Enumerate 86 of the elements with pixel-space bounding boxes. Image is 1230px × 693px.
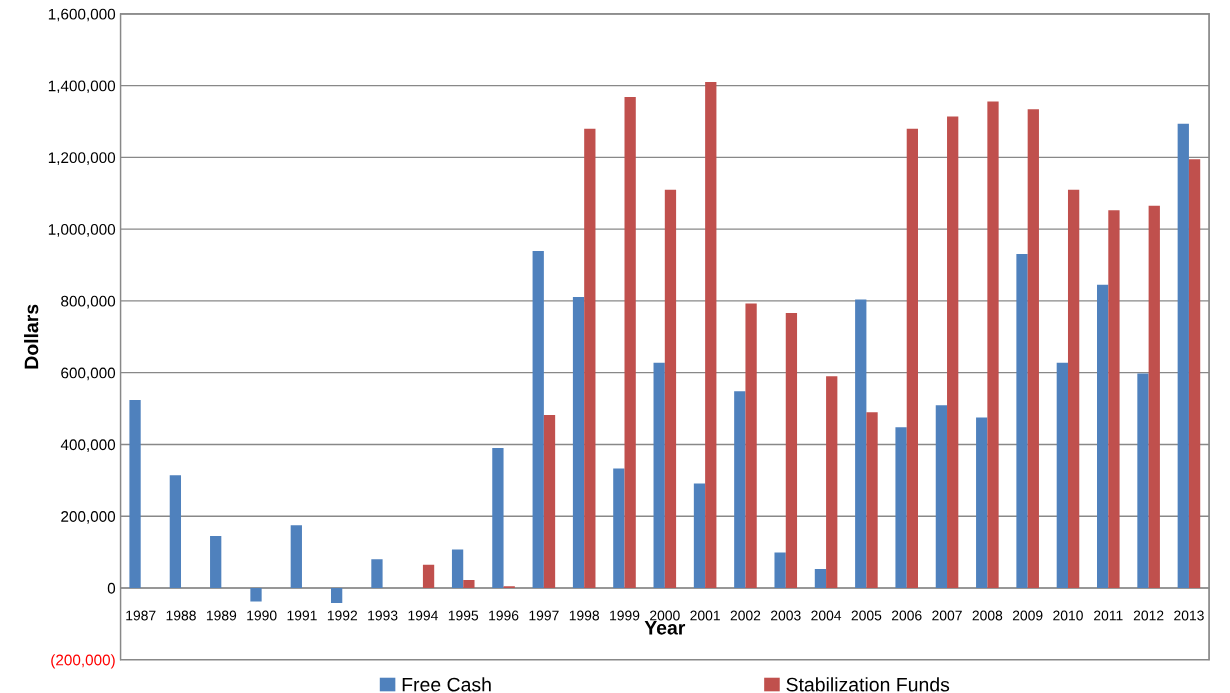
bar <box>693 483 706 588</box>
bar <box>745 303 757 588</box>
y-tick-label: (200,000) <box>51 654 115 669</box>
bar <box>653 362 665 588</box>
bar <box>169 475 182 588</box>
y-tick-label: 1,600,000 <box>48 8 116 22</box>
bar <box>1097 284 1109 588</box>
x-tick-label: 2001 <box>690 610 720 621</box>
bar <box>976 417 988 588</box>
bar <box>1056 362 1068 588</box>
x-tick-label: 2007 <box>932 610 962 621</box>
y-axis-title: Dollars <box>24 304 39 369</box>
bar <box>290 525 302 588</box>
bar <box>855 299 867 588</box>
y-tick-label: 1,400,000 <box>48 80 116 94</box>
x-tick-label: 1989 <box>206 610 237 621</box>
x-tick-label: 2005 <box>851 610 882 621</box>
bar <box>774 552 786 588</box>
bar <box>1177 123 1189 588</box>
y-tick-label: 400,000 <box>60 439 116 452</box>
bar <box>826 376 838 588</box>
x-tick-label: 1998 <box>569 610 600 621</box>
bar <box>734 391 746 588</box>
bar <box>1108 210 1120 588</box>
x-tick-label: 2003 <box>771 610 801 621</box>
x-tick-label: 2010 <box>1053 610 1083 621</box>
bar <box>1027 109 1039 588</box>
bar <box>250 587 262 602</box>
bar <box>492 448 504 588</box>
bar <box>572 296 585 588</box>
x-tick-label: 2000 <box>650 610 680 621</box>
bar <box>371 559 383 588</box>
bar <box>584 128 596 588</box>
bar <box>543 415 556 588</box>
bar <box>785 313 798 588</box>
bar <box>451 549 464 588</box>
x-tick-label: 2013 <box>1174 610 1204 621</box>
bar <box>987 101 999 588</box>
x-tick-label: 1990 <box>247 610 277 621</box>
bar <box>814 568 827 588</box>
y-tick-label: 600,000 <box>61 367 116 381</box>
bar <box>129 399 141 588</box>
bar <box>330 587 343 604</box>
bar <box>906 128 918 588</box>
bar <box>947 116 959 588</box>
bar <box>613 468 625 588</box>
y-tick-label: 800,000 <box>61 295 116 309</box>
bar <box>1067 189 1080 588</box>
x-tick-label: 1988 <box>166 610 196 621</box>
bar <box>1148 205 1160 588</box>
y-tick-label: 200,000 <box>61 511 116 524</box>
legend-label: Free Cash <box>402 677 491 692</box>
legend-label: Stabilization Funds <box>786 677 950 692</box>
bar <box>532 251 544 588</box>
bar <box>935 405 948 588</box>
x-axis-title: Year <box>644 621 686 635</box>
bar <box>705 82 717 588</box>
x-tick-label: 1994 <box>408 610 438 621</box>
bar <box>895 427 907 588</box>
bar <box>463 580 475 588</box>
bar <box>624 97 636 588</box>
x-tick-label: 1995 <box>448 610 479 621</box>
bar <box>664 189 677 588</box>
bar <box>1137 373 1149 588</box>
x-tick-label: 1987 <box>126 610 156 621</box>
bar <box>866 412 878 588</box>
y-tick-label: 1,000,000 <box>48 224 116 237</box>
x-tick-label: 2002 <box>730 610 761 621</box>
x-tick-label: 1996 <box>489 610 519 621</box>
x-tick-label: 2006 <box>891 610 922 621</box>
bar <box>1188 159 1201 588</box>
x-tick-label: 1999 <box>610 610 640 621</box>
y-tick-label: 1,200,000 <box>48 152 116 165</box>
bar <box>1016 253 1028 588</box>
x-tick-label: 2011 <box>1094 610 1123 621</box>
y-tick-label: 0 <box>107 582 116 594</box>
x-tick-label: 2004 <box>811 610 842 621</box>
bar <box>422 564 435 588</box>
x-tick-label: 1992 <box>327 610 358 621</box>
x-tick-label: 2012 <box>1133 610 1164 621</box>
x-tick-label: 1991 <box>287 610 317 621</box>
x-tick-label: 1993 <box>368 610 398 621</box>
x-tick-label: 2008 <box>972 610 1003 621</box>
bar <box>210 535 222 588</box>
x-tick-label: 1997 <box>529 610 559 621</box>
x-tick-label: 2009 <box>1012 610 1043 621</box>
